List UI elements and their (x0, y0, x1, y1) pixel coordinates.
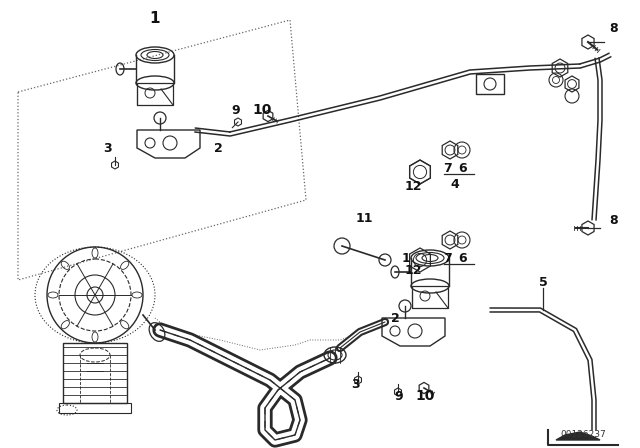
Text: 6: 6 (459, 161, 467, 175)
Text: 7: 7 (443, 161, 451, 175)
Text: 8: 8 (610, 214, 618, 227)
Text: 9: 9 (232, 103, 240, 116)
Text: 5: 5 (539, 276, 547, 289)
Text: 8: 8 (610, 22, 618, 34)
Bar (63, 343, 127, 403)
Text: 3: 3 (104, 142, 112, 155)
Text: 11: 11 (355, 211, 372, 224)
Polygon shape (556, 432, 600, 440)
Text: 2: 2 (390, 311, 399, 324)
Text: 12: 12 (404, 180, 422, 193)
Bar (59, 403, 131, 413)
Text: 12: 12 (404, 263, 422, 276)
Bar (476, 74, 504, 94)
Text: 10: 10 (415, 389, 435, 403)
Text: 00126237: 00126237 (560, 430, 606, 439)
Text: 7: 7 (443, 251, 451, 264)
Text: 1: 1 (150, 10, 160, 26)
Text: 1: 1 (402, 251, 410, 264)
Text: 4: 4 (451, 177, 460, 190)
Text: 3: 3 (352, 378, 360, 391)
Text: 6: 6 (459, 251, 467, 264)
Text: 2: 2 (214, 142, 222, 155)
Text: 10: 10 (252, 103, 272, 117)
Text: 9: 9 (395, 389, 403, 402)
